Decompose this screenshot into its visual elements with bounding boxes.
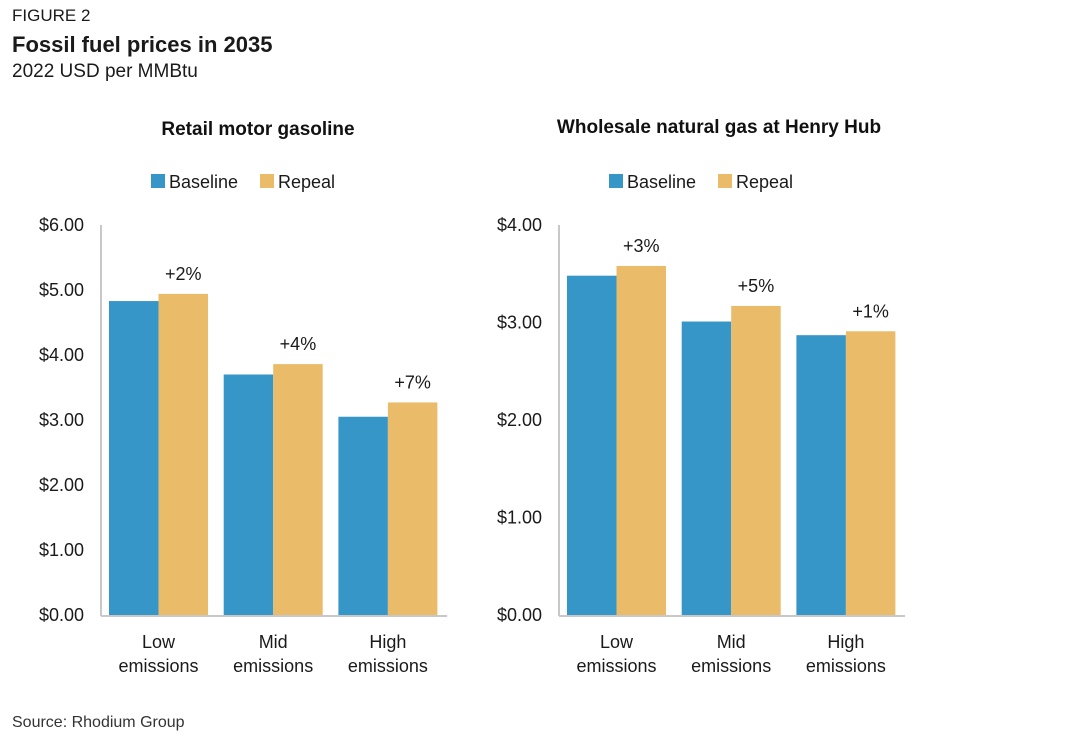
- chart1-legend-label-baseline: Baseline: [169, 172, 238, 192]
- chart2-data-label-0: +3%: [623, 236, 660, 256]
- chart2-xtick-label-1-1: emissions: [691, 656, 771, 676]
- chart2-ytick-label: $4.00: [497, 215, 542, 235]
- chart1-xtick-label-0-0: Low: [142, 632, 176, 652]
- chart1-bar-baseline-0: [109, 301, 159, 615]
- source-note: Source: Rhodium Group: [12, 714, 185, 731]
- chart2-ytick-label: $2.00: [497, 410, 542, 430]
- chart1-xtick-label-2-1: emissions: [348, 656, 428, 676]
- chart2-bar-baseline-2: [796, 335, 846, 615]
- chart2-xtick-label-2-1: emissions: [806, 656, 886, 676]
- chart1-ytick-label: $6.00: [39, 215, 84, 235]
- chart1-xtick-label-1-0: Mid: [259, 632, 288, 652]
- chart2-ytick-label: $3.00: [497, 313, 542, 333]
- chart1-data-label-2: +7%: [394, 372, 431, 392]
- chart1-bar-repeal-1: [273, 364, 323, 615]
- chart2-xtick-label-1-0: Mid: [717, 632, 746, 652]
- chart1-ytick-label: $4.00: [39, 345, 84, 365]
- chart1-legend-label-repeal: Repeal: [278, 172, 335, 192]
- chart2-data-label-2: +1%: [852, 301, 889, 321]
- chart2-data-label-1: +5%: [738, 276, 775, 296]
- chart1-xtick-label-0-1: emissions: [118, 656, 198, 676]
- chart2-bar-baseline-1: [681, 321, 732, 615]
- chart1-ytick-label: $2.00: [39, 475, 84, 495]
- chart1-ytick-label: $0.00: [39, 605, 84, 625]
- chart2-legend-swatch-repeal: [718, 174, 732, 188]
- chart2-bar-repeal-0: [616, 265, 666, 615]
- chart2-xtick-label-0-1: emissions: [576, 656, 656, 676]
- chart2-bar-baseline-0: [567, 275, 617, 615]
- chart1-ytick-label: $3.00: [39, 410, 84, 430]
- chart2-xtick-label-0-0: Low: [600, 632, 634, 652]
- chart2-ytick-label: $1.00: [497, 508, 542, 528]
- chart1-legend-swatch-baseline: [151, 174, 165, 188]
- chart1-xtick-label-1-1: emissions: [233, 656, 313, 676]
- figure-subtitle: 2022 USD per MMBtu: [12, 61, 198, 82]
- chart2-legend-swatch-baseline: [609, 174, 623, 188]
- chart2-bar-repeal-2: [845, 331, 896, 615]
- chart1-data-label-1: +4%: [280, 334, 317, 354]
- figure-title: Fossil fuel prices in 2035: [12, 32, 273, 57]
- chart1-bar-baseline-1: [223, 374, 274, 615]
- figure-label: FIGURE 2: [12, 6, 91, 25]
- chart1-legend-swatch-repeal: [260, 174, 274, 188]
- chart1-title: Retail motor gasoline: [161, 119, 354, 140]
- chart1-bar-repeal-0: [158, 293, 208, 615]
- chart1-xtick-label-2-0: High: [369, 632, 406, 652]
- chart1-ytick-label: $1.00: [39, 540, 84, 560]
- chart2-title: Wholesale natural gas at Henry Hub: [557, 117, 881, 138]
- chart2-bar-repeal-1: [731, 305, 781, 615]
- chart1-bar-repeal-2: [387, 402, 438, 615]
- chart2-ytick-label: $0.00: [497, 605, 542, 625]
- chart2-legend-label-repeal: Repeal: [736, 172, 793, 192]
- chart2-xtick-label-2-0: High: [827, 632, 864, 652]
- chart1-data-label-0: +2%: [165, 264, 202, 284]
- chart1-bar-baseline-2: [338, 416, 388, 615]
- chart1-ytick-label: $5.00: [39, 280, 84, 300]
- chart2-legend-label-baseline: Baseline: [627, 172, 696, 192]
